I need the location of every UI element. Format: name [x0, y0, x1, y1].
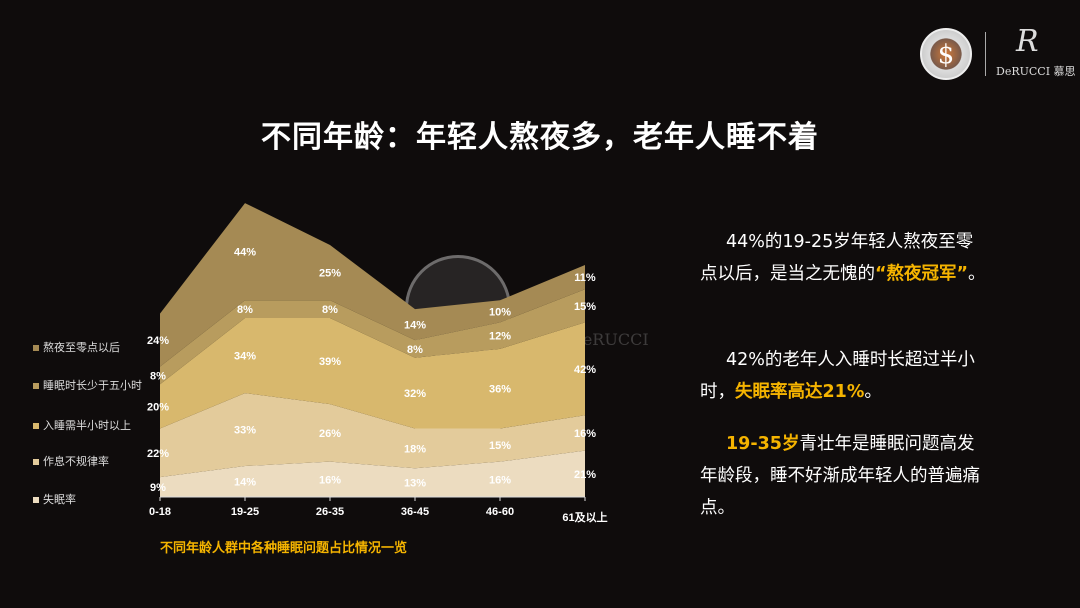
- area-series-1: [160, 393, 585, 478]
- data-label: 14%: [404, 320, 426, 332]
- legend-swatch: [33, 459, 39, 465]
- data-label: 44%: [234, 247, 256, 259]
- slide-title: 不同年龄：年轻人熬夜多，老年人睡不着: [261, 120, 819, 155]
- legend-label: 熬夜至零点以后: [43, 341, 120, 354]
- data-label: 8%: [237, 304, 253, 316]
- data-label: 14%: [234, 477, 256, 489]
- body-text: 42%的老年人入睡时长超过半小时，: [700, 350, 975, 402]
- legend-item: 作息不规律率: [33, 454, 109, 469]
- legend-label: 失眠率: [43, 493, 76, 506]
- brand-logo: $ R DeRUCCI 慕思: [918, 24, 1076, 84]
- data-label: 39%: [319, 356, 341, 368]
- body-text: 。: [968, 264, 986, 284]
- brand-text: DeRUCCI 慕思: [996, 65, 1076, 78]
- highlight-text: 失眠率高达21%: [735, 382, 865, 402]
- legend-item: 失眠率: [33, 492, 76, 507]
- data-label: 9%: [150, 482, 166, 494]
- data-label: 18%: [404, 443, 426, 455]
- legend-item: 睡眠时长少于五小时: [33, 378, 142, 393]
- derucci-mark-icon: R: [1016, 24, 1039, 59]
- data-label: 36%: [489, 384, 511, 396]
- x-tick-label: 0-18: [149, 506, 171, 518]
- data-label: 25%: [319, 268, 341, 280]
- data-label: 15%: [574, 301, 596, 313]
- legend-swatch: [33, 497, 39, 503]
- data-label: 22%: [147, 448, 169, 460]
- data-label: 10%: [489, 306, 511, 318]
- sleep-society-seal-icon: $: [920, 28, 972, 80]
- data-label: 16%: [574, 428, 596, 440]
- x-tick-label: 46-60: [486, 506, 514, 518]
- area-series-0: [160, 450, 585, 497]
- watermark-brand-icon: DeRUCCI: [570, 330, 649, 349]
- body-text: 青壮年是睡眠问题高发年龄段，睡不好渐成年轻人的普遍痛点。: [700, 434, 980, 518]
- highlight-text: “熬夜冠军”: [875, 264, 969, 284]
- data-label: 8%: [407, 344, 423, 356]
- data-label: 20%: [147, 401, 169, 413]
- x-tick-label: 19-25: [231, 506, 259, 518]
- data-label: 26%: [319, 428, 341, 440]
- data-label: 16%: [489, 474, 511, 486]
- data-label: 8%: [322, 304, 338, 316]
- data-label: 12%: [489, 331, 511, 343]
- data-label: 33%: [234, 425, 256, 437]
- data-label: 13%: [404, 478, 426, 490]
- body-text: 。: [864, 382, 882, 402]
- x-tick-label: 26-35: [316, 506, 344, 518]
- paragraph-3: 19-35岁青壮年是睡眠问题高发年龄段，睡不好渐成年轻人的普遍痛点。: [700, 428, 990, 524]
- data-label: 24%: [147, 335, 169, 347]
- data-label: 34%: [234, 351, 256, 363]
- legend-label: 入睡需半小时以上: [43, 419, 131, 432]
- area-series-4: [160, 203, 585, 367]
- legend-swatch: [33, 423, 39, 429]
- body-text: 44%的19-25岁年轻人熬夜至零点以后，是当之无愧的: [700, 232, 974, 284]
- x-tick-label: 61及以上: [562, 510, 607, 524]
- logo-divider: [985, 32, 986, 76]
- legend-item: 入睡需半小时以上: [33, 418, 131, 433]
- legend-label: 睡眠时长少于五小时: [43, 379, 142, 392]
- data-label: 8%: [150, 370, 166, 382]
- data-label: 15%: [489, 440, 511, 452]
- data-label: 21%: [574, 469, 596, 481]
- area-series-3: [160, 289, 585, 385]
- data-label: 11%: [574, 272, 596, 284]
- paragraph-2: 42%的老年人入睡时长超过半小时，失眠率高达21%。: [700, 344, 990, 408]
- legend-item: 熬夜至零点以后: [33, 340, 120, 355]
- highlight-text: 19-35岁: [726, 434, 800, 454]
- data-label: 16%: [319, 474, 341, 486]
- legend-swatch: [33, 383, 39, 389]
- chart-caption: 不同年龄人群中各种睡眠问题占比情况一览: [160, 541, 408, 556]
- area-series-2: [160, 317, 585, 429]
- x-tick-label: 36-45: [401, 506, 429, 518]
- paragraph-1: 44%的19-25岁年轻人熬夜至零点以后，是当之无愧的“熬夜冠军”。: [700, 226, 990, 290]
- legend-label: 作息不规律率: [43, 455, 109, 468]
- data-label: 42%: [574, 364, 596, 376]
- legend-swatch: [33, 345, 39, 351]
- data-label: 32%: [404, 388, 426, 400]
